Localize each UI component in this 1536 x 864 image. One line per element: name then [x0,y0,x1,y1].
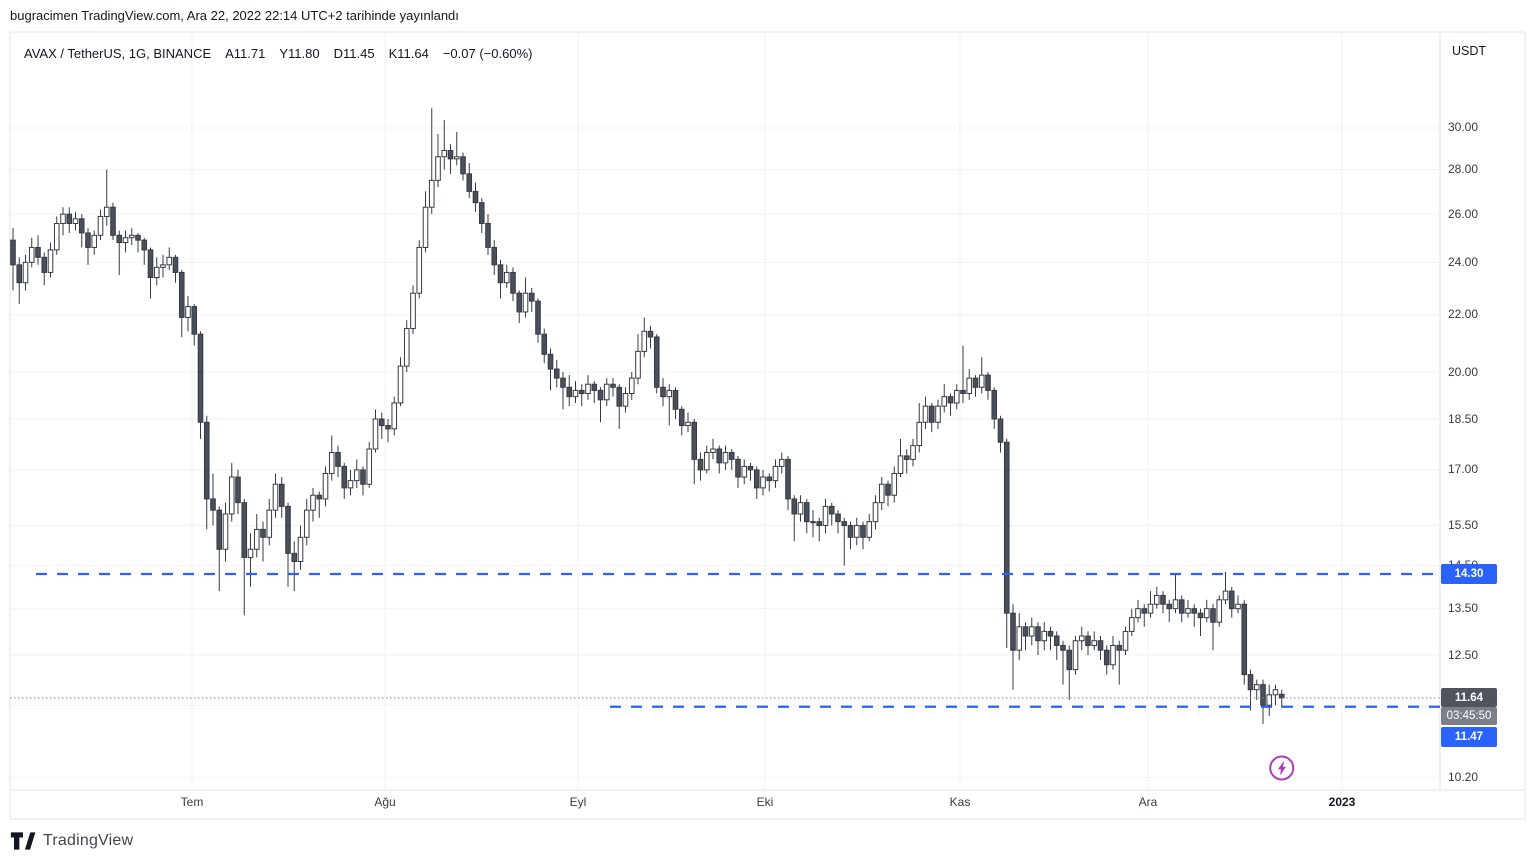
tradingview-logo-text: TradingView [43,832,134,849]
legend-low-value: D11.45 [333,46,375,61]
price-axis-label: 13.50 [1448,601,1479,616]
legend-high-value: Y11.80 [279,46,320,61]
price-axis-label: 24.00 [1448,254,1479,269]
legend-close-value: K11.64 [388,46,429,61]
tradingview-logo[interactable]: TradingView [10,831,133,851]
time-axis-label: Ağu [374,795,396,809]
bar-close-countdown-badge: 03:45:50 [1441,707,1497,726]
time-axis-label: Eyl [569,795,587,809]
attribution-caption: bugracimen TradingView.com, Ara 22, 2022… [10,8,459,23]
lightning-marker-icon[interactable] [1269,755,1295,781]
legend-open-value: A11.71 [225,46,266,61]
price-badge-last-price: 11.64 [1441,688,1497,708]
legend-change-value: −0.07 (−0.60%) [442,46,533,61]
price-axis-label: 12.50 [1448,647,1479,662]
price-badge-support: 11.47 [1441,726,1497,747]
price-axis-label: 26.00 [1448,206,1479,221]
price-badge-resistance: 14.30 [1441,564,1497,585]
time-axis-label: Eki [756,795,774,809]
price-axis-label: 20.00 [1448,364,1479,379]
time-axis-label: Ara [1138,795,1158,809]
symbol-title[interactable]: AVAX / TetherUS, 1G, BINANCE [24,46,212,61]
price-axis-label: 28.00 [1448,162,1479,176]
price-axis-label: 30.00 [1448,120,1479,135]
time-axis-label: Kas [949,795,971,809]
tradingview-logo-icon [10,832,36,850]
price-axis-label: 17.00 [1448,462,1479,477]
currency-label: USDT [1452,44,1487,58]
price-axis-label: 15.50 [1448,518,1479,532]
price-axis-label: 18.50 [1448,411,1479,426]
price-axis-label: 10.20 [1448,769,1479,784]
time-axis-label: Tem [180,795,204,809]
time-axis-label: 2023 [1328,795,1356,809]
price-axis-label: 22.00 [1448,307,1479,322]
symbol-legend: AVAX / TetherUS, 1G, BINANCE A11.71 Y11.… [24,46,532,61]
